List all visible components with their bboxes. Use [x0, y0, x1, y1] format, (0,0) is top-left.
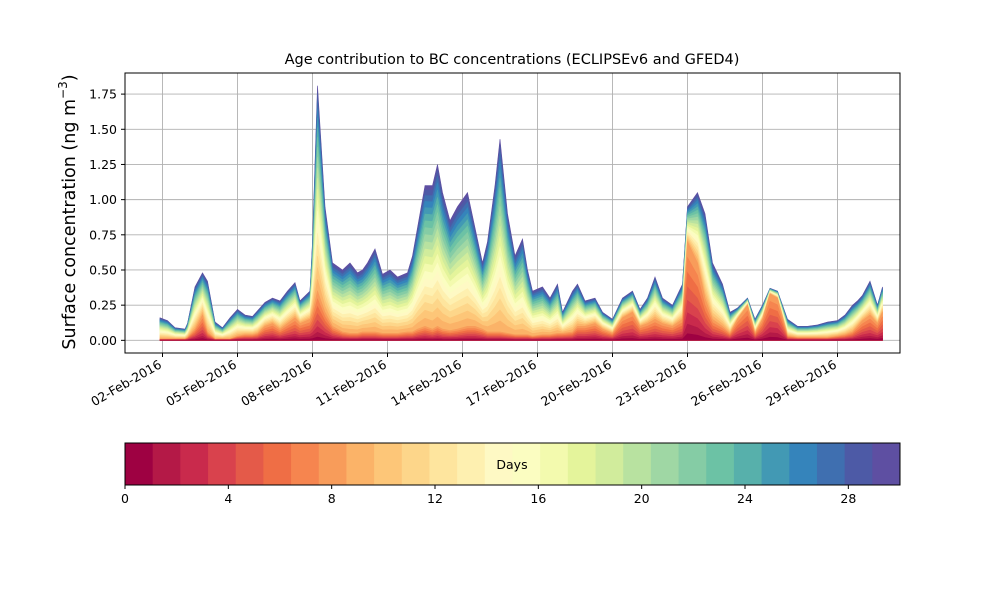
y-tick-label: 0.25	[89, 298, 117, 313]
y-tick-label: 0.50	[89, 262, 117, 277]
colorbar-segment-13	[484, 443, 513, 485]
colorbar-segment-9	[374, 443, 403, 485]
colorbar-segment-15	[540, 443, 569, 485]
colorbar-tick-label: 4	[224, 491, 232, 506]
y-axis-label-text: Surface concentration (ng m	[60, 99, 80, 350]
y-axis-label: Surface concentration (ng m−3)	[56, 74, 81, 349]
y-tick-label: 1.00	[89, 192, 117, 207]
colorbar-segment-23	[761, 443, 790, 485]
colorbar-segment-5	[263, 443, 292, 485]
x-tick-label: 29-Feb-2016	[763, 357, 839, 409]
colorbar-segment-10	[401, 443, 430, 485]
colorbar-frame	[124, 442, 901, 486]
x-tick-label: 05-Feb-2016	[163, 357, 239, 409]
area-band-day-0	[159, 333, 883, 341]
colorbar-segment-25	[816, 443, 846, 485]
x-tick-label: 08-Feb-2016	[238, 357, 314, 409]
colorbar-tick-label: 20	[634, 491, 650, 506]
x-tick-label: 14-Feb-2016	[388, 357, 464, 409]
colorbar-segment-7	[318, 443, 347, 485]
colorbar-segment-6	[291, 443, 320, 485]
colorbar-tick-label: 0	[121, 491, 129, 506]
colorbar-segment-11	[429, 443, 458, 485]
colorbar-segment-17	[595, 443, 624, 485]
plot-frame	[124, 72, 901, 354]
y-axis-label-suffix: )	[60, 74, 80, 81]
colorbar-segment-8	[346, 443, 375, 485]
y-axis-label-unit: −3	[56, 81, 70, 99]
x-tick-label: 23-Feb-2016	[613, 357, 689, 409]
colorbar-tick-label: 24	[737, 491, 753, 506]
colorbar-segment-26	[844, 443, 873, 485]
colorbar-label: Days	[496, 457, 527, 472]
colorbar-segment-27	[872, 443, 901, 485]
y-axis: 0.00 0.25 0.50 0.75 1.00 1.25 1.50 1.75	[89, 87, 125, 348]
x-tick-label: 17-Feb-2016	[463, 357, 539, 409]
y-tick-label: 1.50	[89, 122, 117, 137]
x-tick-label: 26-Feb-2016	[688, 357, 764, 409]
colorbar-segment-20	[678, 443, 707, 485]
colorbar-ticks: 0 4 8 12 16 20 24 28	[121, 485, 856, 506]
x-tick-label: 11-Feb-2016	[313, 357, 389, 409]
x-axis: 02-Feb-2016 05-Feb-2016 08-Feb-2016 11-Feb-…	[88, 353, 839, 409]
colorbar-segment-2	[180, 443, 209, 485]
y-tick-label: 0.75	[89, 227, 117, 242]
colorbar-segment-4	[235, 443, 264, 485]
colorbar-segment-22	[733, 443, 763, 485]
colorbar-tick-label: 12	[427, 491, 443, 506]
x-tick-label: 02-Feb-2016	[88, 357, 164, 409]
colorbar-segment-14	[512, 443, 541, 485]
x-tick-label: 20-Feb-2016	[538, 357, 614, 409]
colorbar-tick-label: 16	[530, 491, 546, 506]
colorbar-segment-16	[567, 443, 597, 485]
colorbar-segment-12	[457, 443, 486, 485]
colorbar-segment-1	[152, 443, 181, 485]
y-tick-label: 1.25	[89, 157, 117, 172]
colorbar-segment-24	[789, 443, 818, 485]
stacked-areas	[159, 85, 883, 341]
y-tick-label: 0.00	[89, 333, 117, 348]
y-tick-label: 1.75	[89, 87, 117, 102]
colorbar-tick-label: 28	[840, 491, 856, 506]
colorbar-segment-18	[623, 443, 652, 485]
colorbar	[124, 442, 901, 486]
colorbar-segment-0	[125, 443, 154, 485]
colorbar-tick-label: 8	[328, 491, 336, 506]
colorbar-segment-21	[706, 443, 735, 485]
colorbar-segment-19	[650, 443, 680, 485]
colorbar-segment-3	[208, 443, 237, 485]
svg-text:Surface concentration (ng m−3): Surface concentration (ng m−3)	[56, 74, 81, 349]
chart-title: Age contribution to BC concentrations (E…	[285, 52, 740, 68]
